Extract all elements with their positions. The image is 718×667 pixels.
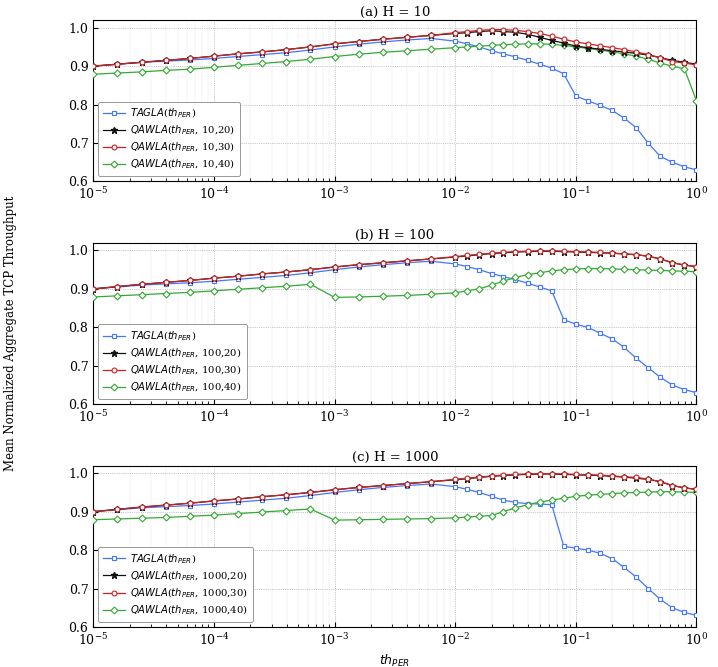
Title: (c) H = 1000: (c) H = 1000 <box>352 452 438 464</box>
Title: (a) H = 10: (a) H = 10 <box>360 6 430 19</box>
Legend: $\mathit{TAGLA}$($\mathit{th}_{PER}$), $\mathit{QAWLA}$($\mathit{th}_{PER}$, 10,: $\mathit{TAGLA}$($\mathit{th}_{PER}$), $… <box>98 101 241 177</box>
Legend: $\mathit{TAGLA}$($\mathit{th}_{PER}$), $\mathit{QAWLA}$($\mathit{th}_{PER}$, 100: $\mathit{TAGLA}$($\mathit{th}_{PER}$), $… <box>98 324 247 400</box>
X-axis label: $th_{PER}$: $th_{PER}$ <box>379 653 411 667</box>
Text: Mean Normalized Aggregate TCP Throughput: Mean Normalized Aggregate TCP Throughput <box>4 196 17 471</box>
Title: (b) H = 100: (b) H = 100 <box>355 229 434 241</box>
Legend: $\mathit{TAGLA}$($\mathit{th}_{PER}$), $\mathit{QAWLA}$($\mathit{th}_{PER}$, 100: $\mathit{TAGLA}$($\mathit{th}_{PER}$), $… <box>98 547 253 622</box>
